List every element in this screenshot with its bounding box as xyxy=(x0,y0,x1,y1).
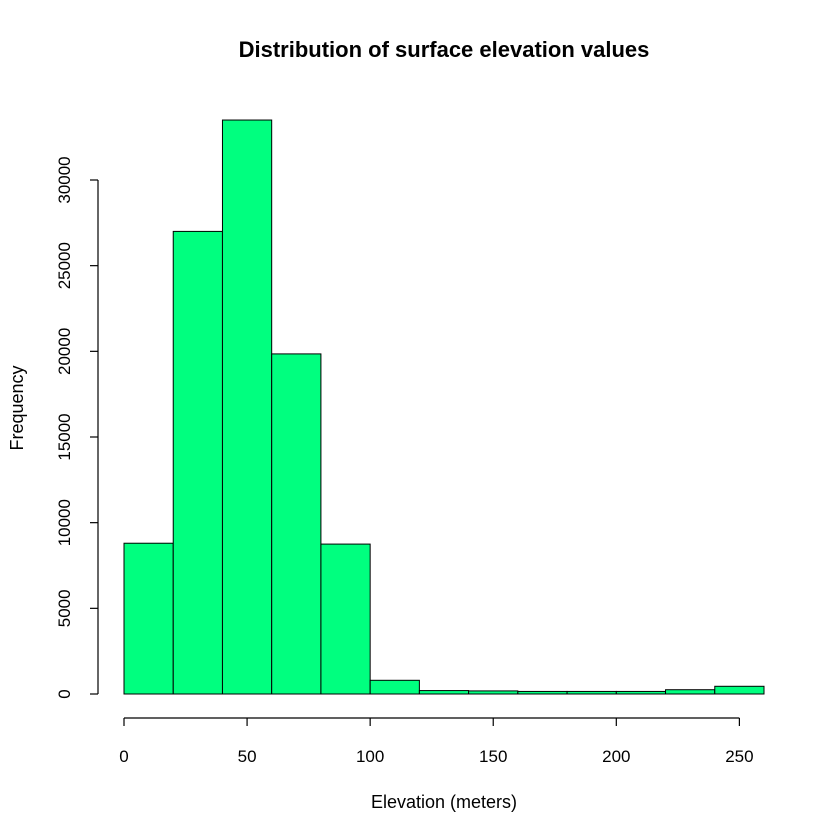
y-tick-label: 10000 xyxy=(55,499,74,546)
y-tick-label: 5000 xyxy=(55,589,74,627)
chart-title: Distribution of surface elevation values xyxy=(239,37,650,62)
x-axis: 0 50 100 150 200 250 xyxy=(119,717,754,766)
y-axis-label: Frequency xyxy=(7,365,27,450)
histogram-bar xyxy=(320,543,371,695)
histogram-bar xyxy=(123,542,174,695)
x-tick-label: 100 xyxy=(356,747,384,766)
x-tick-label: 0 xyxy=(119,747,128,766)
histogram-bar xyxy=(172,230,223,695)
histogram-bar xyxy=(369,679,420,695)
y-tick-label: 30000 xyxy=(55,156,74,203)
x-axis-label: Elevation (meters) xyxy=(371,792,517,812)
x-tick-label: 50 xyxy=(238,747,257,766)
x-tick-label: 150 xyxy=(479,747,507,766)
x-tick-label: 200 xyxy=(602,747,630,766)
histogram-bar xyxy=(418,690,470,695)
histogram-bar xyxy=(615,690,667,695)
y-axis: 0 5000 10000 15000 20000 25000 30000 xyxy=(55,156,99,699)
y-tick-label: 25000 xyxy=(55,242,74,289)
histogram-bar xyxy=(665,689,716,695)
histogram-bars xyxy=(123,119,765,695)
histogram-bar xyxy=(468,690,519,695)
x-tick-label: 250 xyxy=(725,747,753,766)
y-tick-label: 15000 xyxy=(55,413,74,460)
histogram-bar xyxy=(566,690,617,695)
y-tick-label: 20000 xyxy=(55,328,74,375)
histogram-bar xyxy=(271,353,322,695)
histogram-bar xyxy=(221,119,273,695)
y-tick-label: 0 xyxy=(55,689,74,698)
histogram-bar xyxy=(714,685,765,695)
histogram-bar xyxy=(517,690,568,695)
